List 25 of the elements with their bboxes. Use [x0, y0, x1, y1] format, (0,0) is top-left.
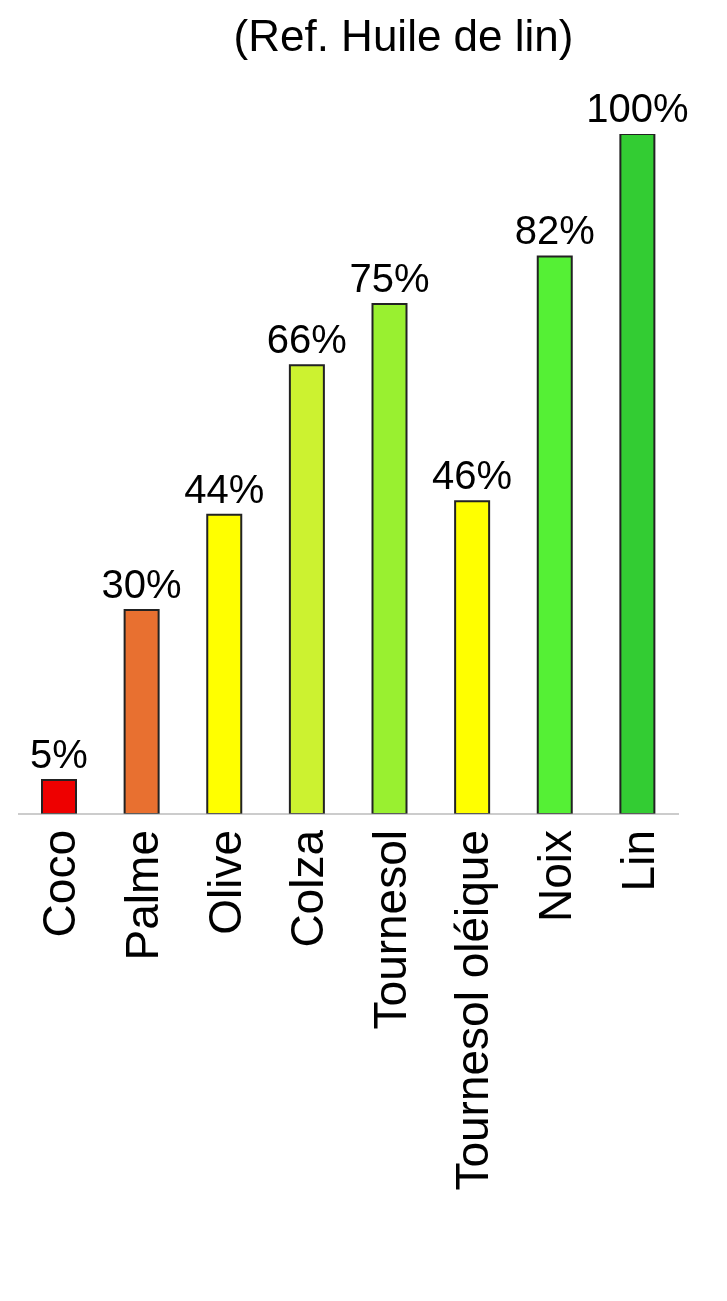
data-label: 5%	[30, 732, 88, 776]
bar	[371, 303, 408, 814]
x-tick-label: Coco	[33, 830, 86, 938]
data-label: 100%	[586, 86, 689, 130]
bar	[206, 513, 243, 814]
bar	[123, 609, 160, 814]
x-tick-label: Colza	[281, 829, 334, 948]
bar	[454, 500, 491, 814]
x-tick-label: Noix	[529, 830, 582, 923]
x-tick-label: Lin	[611, 830, 664, 892]
bar	[41, 779, 77, 814]
data-label: 30%	[101, 562, 182, 606]
bar	[288, 364, 325, 814]
data-label: 75%	[349, 256, 430, 300]
x-tick-label: Olive	[198, 830, 251, 935]
chart-title: (Ref. Huile de lin)	[232, 10, 575, 62]
x-tick-label: Palme	[115, 830, 168, 961]
x-tick-label: Tournesol	[363, 830, 416, 1030]
data-label: 66%	[266, 317, 347, 362]
bar	[619, 134, 656, 814]
bar	[536, 255, 573, 814]
x-tick-label: Tournesol oléique	[446, 830, 499, 1191]
data-label: 46%	[432, 453, 513, 498]
data-label: 44%	[184, 466, 265, 511]
data-label: 82%	[514, 208, 595, 253]
